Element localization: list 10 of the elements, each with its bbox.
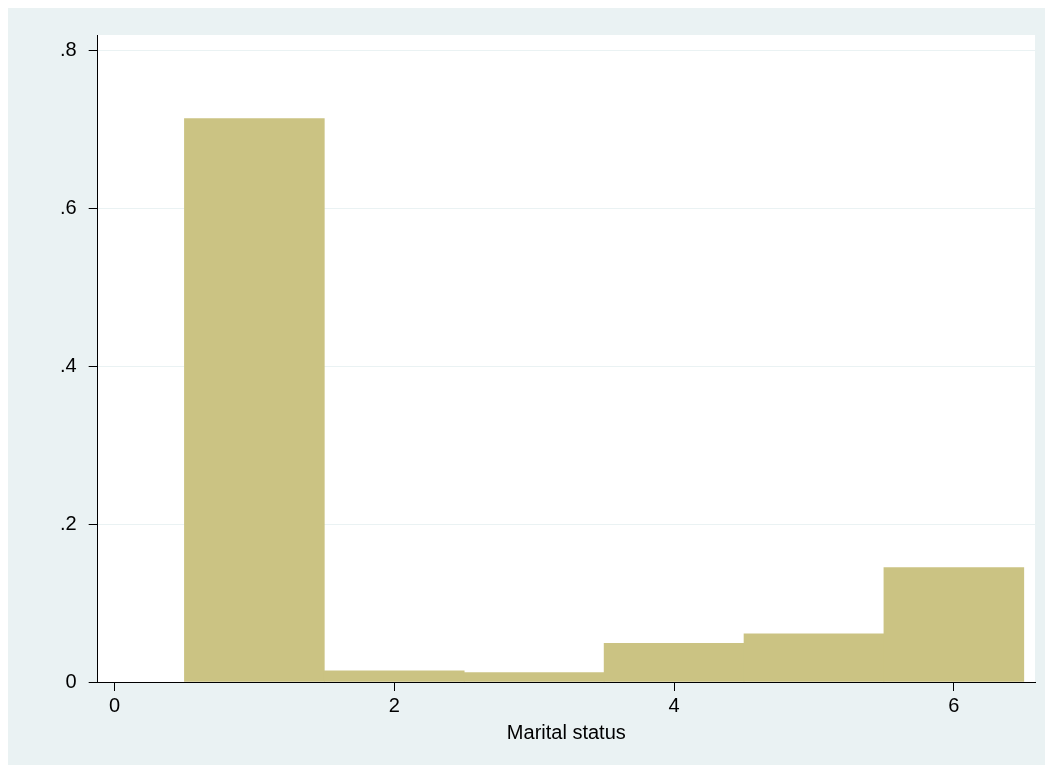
y-tick-label: .6 bbox=[59, 196, 77, 219]
x-axis-title: Marital status bbox=[506, 720, 626, 743]
y-tick-label: .4 bbox=[59, 353, 77, 376]
y-tick-label: .2 bbox=[59, 511, 77, 534]
x-tick-label: 2 bbox=[388, 693, 400, 716]
x-tick-label: 4 bbox=[668, 693, 680, 716]
y-tick-label: .8 bbox=[59, 38, 77, 61]
y-tick-label: 0 bbox=[65, 669, 77, 692]
x-tick-label: 0 bbox=[108, 693, 121, 716]
x-tick-label: 6 bbox=[948, 693, 960, 716]
